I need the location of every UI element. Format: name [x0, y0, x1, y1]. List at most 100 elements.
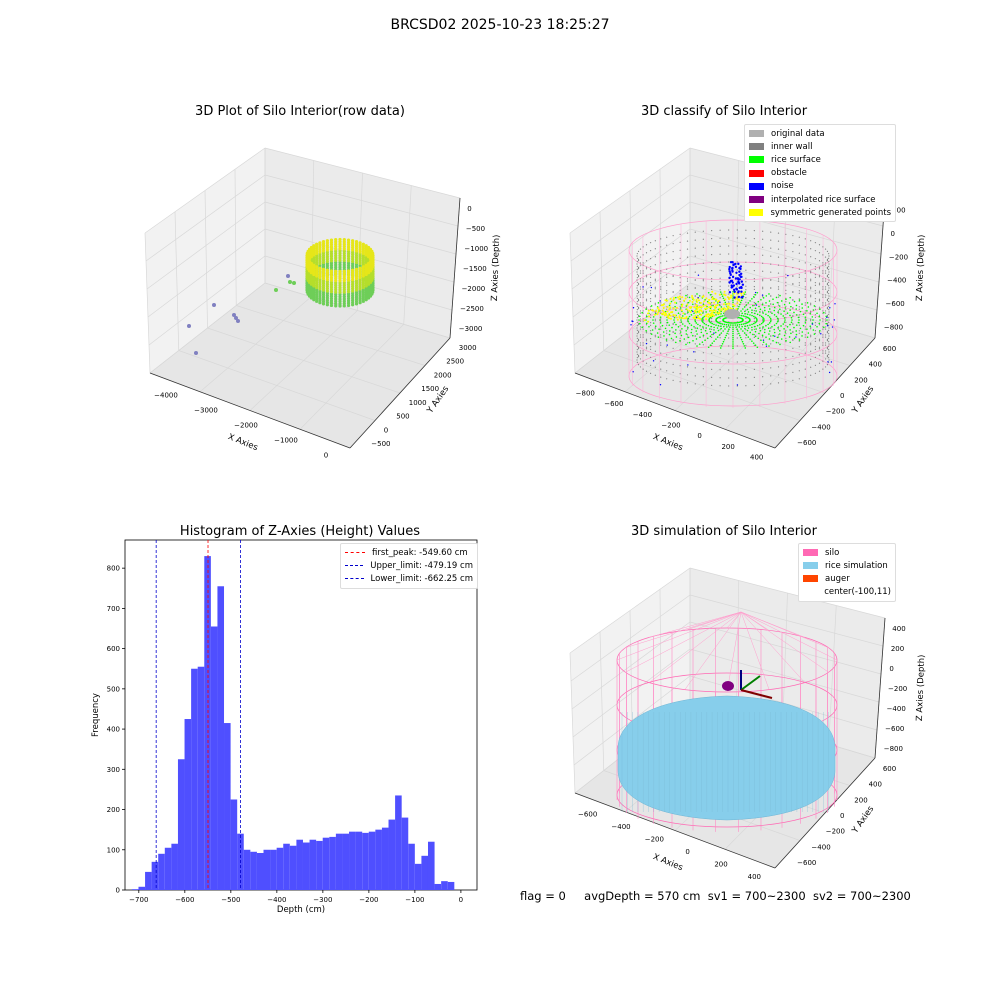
wall-point [754, 270, 755, 271]
wall-point [792, 372, 793, 373]
y-tick-label: 0 [840, 812, 844, 820]
rice-point [712, 334, 714, 336]
wall-point [660, 302, 661, 303]
wall-point [711, 289, 712, 290]
wall-point [810, 271, 811, 272]
wall-point [770, 343, 771, 344]
rice-point [721, 306, 723, 308]
symmetric-point [692, 301, 694, 303]
rice-point [740, 328, 742, 330]
symmetric-point [724, 298, 726, 300]
rice-point [732, 335, 734, 337]
wall-point [636, 287, 637, 288]
wall-point [770, 239, 771, 240]
symmetric-point [713, 302, 715, 304]
rice-point [688, 302, 690, 304]
rice-point [732, 333, 734, 335]
legend-swatch [749, 156, 764, 163]
rice-point [754, 322, 756, 324]
symmetric-point [726, 303, 728, 305]
wall-point [655, 256, 656, 257]
panel3-title: Histogram of Z-Axies (Height) Values [125, 524, 475, 539]
rice-point [768, 327, 770, 329]
symmetric-point [662, 310, 664, 312]
wall-point [660, 334, 661, 335]
legend-item: interpolated rice surface [749, 193, 891, 206]
data-point [351, 239, 354, 242]
rice-point [641, 312, 643, 314]
wall-point [822, 350, 823, 351]
symmetric-point [696, 299, 698, 301]
wall-point [680, 325, 681, 326]
symmetric-point [715, 312, 717, 314]
data-point [330, 269, 333, 272]
wall-point [770, 383, 771, 384]
wall-point [680, 365, 681, 366]
wall-point [640, 366, 641, 367]
figure-title: BRCSD02 2025-10-23 18:25:27 [0, 17, 1000, 33]
rice-point [722, 343, 724, 345]
wall-point [822, 297, 823, 298]
rice-point [680, 331, 682, 333]
rice-point [717, 336, 719, 338]
wall-point [827, 267, 828, 268]
noise-point [731, 269, 733, 271]
rice-point [715, 314, 717, 316]
noise-point [719, 302, 720, 303]
rice-point [755, 344, 757, 346]
wall-point [792, 331, 793, 332]
wall-point [785, 266, 786, 267]
noise-point [738, 271, 740, 273]
wall-point [828, 271, 829, 272]
wall-point [660, 273, 661, 274]
wall-point [720, 286, 721, 287]
wall-point [785, 357, 786, 358]
rice-point [796, 305, 798, 307]
rice-point [711, 323, 713, 325]
rice-point [732, 339, 734, 341]
rice-point [671, 301, 673, 303]
rice-point [674, 333, 676, 335]
rice-point [746, 334, 748, 336]
wall-point [762, 280, 763, 281]
wall-point [638, 316, 639, 317]
wall-point [815, 330, 816, 331]
noise-point [730, 284, 732, 286]
wall-point [711, 353, 712, 354]
noise-point [642, 286, 643, 287]
outlier-point [194, 351, 198, 355]
data-point [362, 243, 365, 246]
wall-point [754, 318, 755, 319]
wall-point [770, 335, 771, 336]
rice-point [715, 324, 717, 326]
rice-point [803, 314, 805, 316]
wall-point [737, 261, 738, 262]
wall-point [637, 322, 638, 323]
rice-point [700, 329, 702, 331]
rice-point [757, 346, 759, 348]
rice-point [814, 333, 816, 335]
wall-point [680, 285, 681, 286]
histogram-bar [152, 862, 159, 890]
wall-point [799, 354, 800, 355]
wall-point [792, 267, 793, 268]
wall-point [825, 286, 826, 287]
symmetric-point [735, 308, 737, 310]
wall-point [640, 270, 641, 271]
rice-point [770, 319, 772, 321]
wall-point [638, 308, 639, 309]
wall-point [805, 297, 806, 298]
wall-point [640, 352, 641, 353]
wall-point [799, 306, 800, 307]
wall-point [643, 278, 644, 279]
symmetric-point [730, 295, 732, 297]
wall-point [745, 278, 746, 279]
wall-point [643, 334, 644, 335]
wall-point [650, 301, 651, 302]
wall-point [646, 332, 647, 333]
noise-point [735, 272, 737, 274]
wall-point [805, 294, 806, 295]
x-tick-label: −400 [267, 896, 286, 904]
wall-point [673, 235, 674, 236]
histogram-bar [237, 834, 244, 890]
